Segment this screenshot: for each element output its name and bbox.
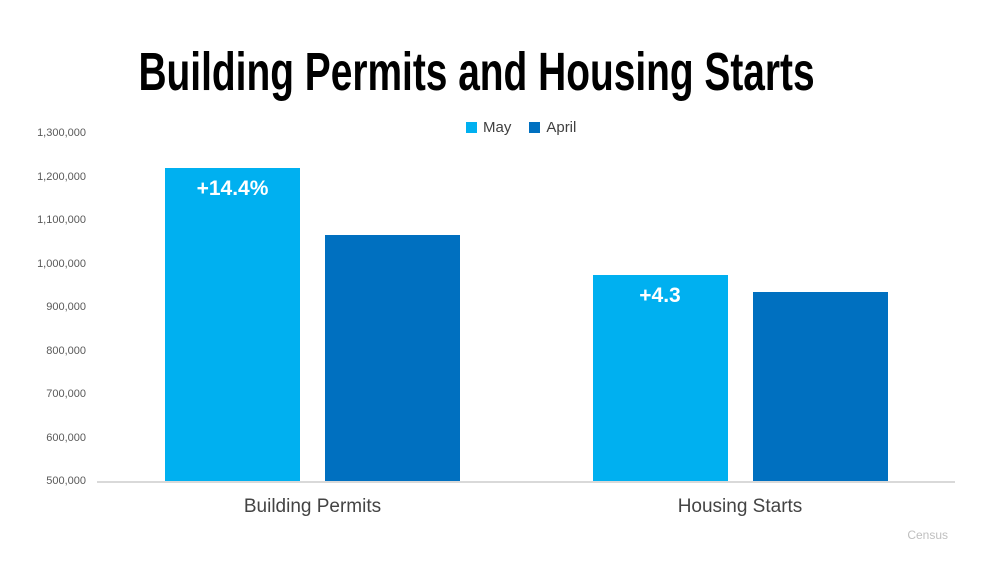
legend: May April (466, 120, 576, 135)
legend-swatch-icon (466, 122, 477, 133)
bar-may-housing-starts: +4.3 (592, 274, 728, 481)
y-tick-label-1,100,000: 1,100,000 (37, 214, 86, 226)
bar-may-building-permits: +14.4% (165, 167, 300, 481)
chart-title-text: Building Permits and Housing Starts (138, 42, 816, 102)
bar-april-housing-starts (752, 292, 888, 481)
bar-value-label-building-permits: +14.4% (196, 176, 269, 200)
legend-swatch-icon (529, 122, 541, 133)
legend-item-april: April (529, 120, 576, 135)
legend-label: May (483, 119, 512, 136)
y-tick-label-1,000,000: 1,000,000 (37, 257, 86, 270)
y-tick-label-1,200,000: 1,200,000 (37, 170, 86, 183)
y-tick-label-1,300,000: 1,300,000 (37, 127, 86, 139)
chart-title: Building Permits and Housing Starts (0, 36, 977, 108)
y-tick-label-700,000: 700,000 (46, 388, 86, 400)
bar-april-building-permits (325, 234, 460, 481)
y-tick-label-600,000: 600,000 (46, 431, 86, 444)
x-axis-label-housing-starts: Housing Starts (677, 496, 803, 517)
x-axis-line (97, 481, 955, 483)
y-tick-label-500,000: 500,000 (46, 475, 86, 487)
attribution-label: Census (907, 528, 948, 542)
bar-value-label-housing-starts: +4.3 (639, 283, 681, 307)
y-tick-label-900,000: 900,000 (46, 301, 86, 313)
y-tick-label-800,000: 800,000 (46, 344, 86, 357)
legend-label: April (546, 119, 577, 136)
legend-item-may: May (466, 120, 511, 135)
x-axis-label-building-permits: Building Permits (243, 496, 382, 517)
